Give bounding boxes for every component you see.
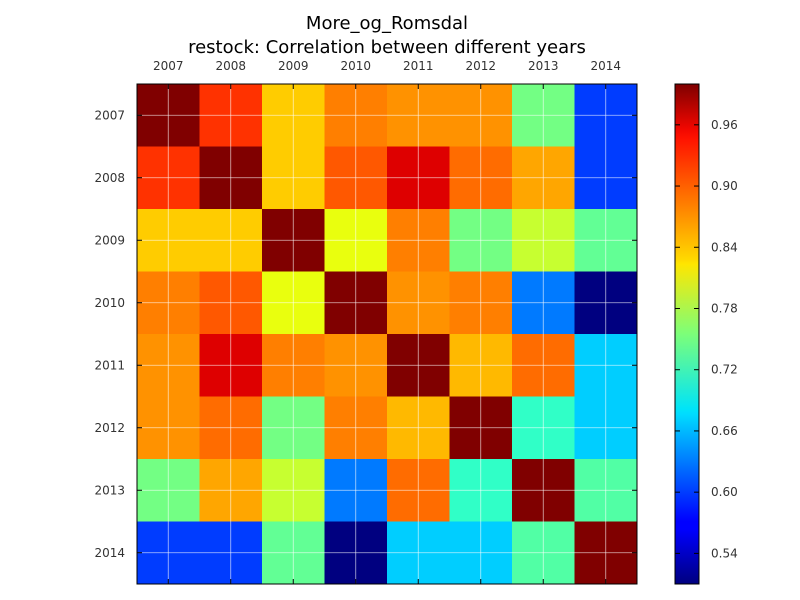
colorbar-tick-label: 0.66: [711, 424, 738, 438]
colorbar-tick-label: 0.96: [711, 118, 738, 132]
colorbar-tick-label: 0.78: [711, 301, 738, 315]
y-tick-label: 2013: [94, 483, 125, 497]
colorbar-tick-label: 0.90: [711, 179, 738, 193]
colorbar-tick-label: 0.60: [711, 485, 738, 499]
y-tick-label: 2014: [94, 546, 125, 560]
heatmap-cells: [137, 84, 638, 585]
x-tick-label: 2011: [403, 59, 434, 73]
x-tick-label: 2009: [278, 59, 309, 73]
y-tick-label: 2011: [94, 358, 125, 372]
y-tick-label: 2012: [94, 421, 125, 435]
x-tick-label: 2007: [153, 59, 184, 73]
chart-subtitle: restock: Correlation between different y…: [188, 37, 586, 58]
heatmap-grid: [137, 84, 637, 584]
x-tick-label: 2010: [340, 59, 371, 73]
x-tick-label: 2014: [590, 59, 621, 73]
colorbar-tick-label: 0.54: [711, 546, 738, 560]
colorbar-ticks: 0.54 0.60 0.66 0.72 0.78 0.84 0.90 0.96: [675, 118, 738, 560]
y-tick-label: 2010: [94, 296, 125, 310]
colorbar-tick-label: 0.72: [711, 363, 738, 377]
x-tick-label: 2008: [215, 59, 246, 73]
colorbar-tick-label: 0.84: [711, 240, 738, 254]
plot-frame: [136, 83, 638, 585]
x-tick-label: 2012: [465, 59, 496, 73]
x-axis-ticks: 2007 2008 2009 2010 2011 2012 2013 2014: [153, 59, 621, 584]
chart-title: More_og_Romsdal: [306, 13, 468, 34]
colorbar: [674, 83, 700, 585]
y-tick-label: 2008: [94, 171, 125, 185]
y-axis-ticks: 2007 2008 2009 2010 2011 2012 2013 2014: [94, 108, 637, 560]
y-tick-label: 2009: [94, 233, 125, 247]
x-tick-label: 2013: [528, 59, 559, 73]
y-tick-label: 2007: [94, 108, 125, 122]
